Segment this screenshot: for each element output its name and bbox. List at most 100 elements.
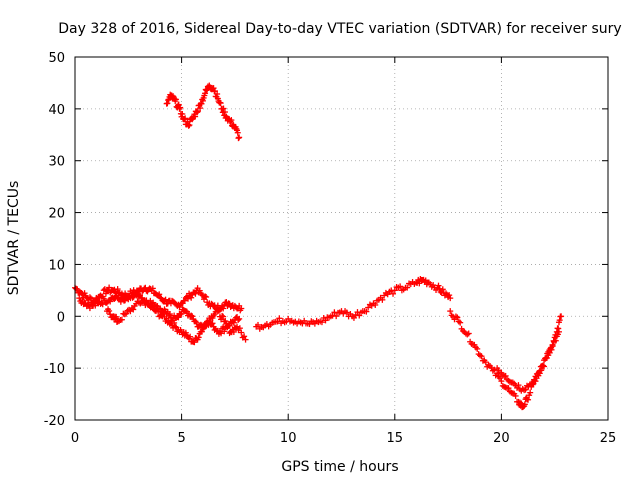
data-point-fill (188, 312, 195, 319)
data-point-fill (522, 386, 529, 393)
data-point-fill (538, 367, 545, 374)
data-point-fill (178, 310, 185, 317)
data-point-fill (234, 129, 241, 136)
data-point (447, 295, 454, 302)
data-point-fill (230, 328, 237, 335)
data-point-fill (546, 349, 553, 356)
data-point-fill (118, 316, 125, 323)
data-point-fill (107, 298, 114, 305)
data-point-fill (182, 115, 189, 122)
y-tick-label: 20 (48, 207, 65, 222)
data-point-fill (219, 312, 226, 319)
data-point (447, 308, 454, 315)
data-point-fill (215, 307, 222, 314)
data-point-fill (182, 329, 189, 336)
data-point (123, 310, 130, 317)
data-point-fill (552, 331, 559, 338)
data-point-fill (276, 315, 283, 322)
data-point (191, 339, 198, 346)
data-point (176, 105, 183, 112)
data-point-fill (343, 309, 350, 316)
data-point-fill (197, 105, 204, 112)
data-point-fill (184, 295, 191, 302)
data-point-fill (228, 117, 235, 124)
data-point-fill (217, 100, 224, 107)
data-point-fill (474, 345, 481, 352)
data-point-fill (236, 325, 243, 332)
data-point-fill (218, 330, 225, 337)
data-point-fill (186, 122, 193, 129)
data-point-fill (454, 314, 461, 321)
data-point (553, 328, 560, 335)
data-point-fill (176, 304, 183, 311)
data-point-fill (238, 329, 245, 336)
y-tick-label: -20 (44, 414, 65, 429)
data-point (172, 323, 179, 330)
data-point-fill (111, 286, 118, 293)
data-point-fill (113, 313, 120, 320)
data-point-fill (529, 381, 536, 388)
data-point-fill (404, 284, 411, 291)
data-point-fill (372, 301, 379, 308)
data-point-fill (512, 392, 519, 399)
data-point-fill (221, 328, 228, 335)
data-point-fill (195, 334, 202, 341)
data-point-fill (202, 293, 209, 300)
data-point-fill (81, 290, 88, 297)
y-tick-label: -10 (44, 362, 65, 377)
data-point-fill (465, 330, 472, 337)
data-point-fill (220, 313, 227, 320)
data-point (236, 134, 243, 141)
data-point-fill (220, 105, 227, 112)
data-point-fill (198, 291, 205, 298)
y-axis-label: SDTVAR / TECUs (6, 181, 22, 296)
data-point-fill (457, 319, 464, 326)
chart-title: Day 328 of 2016, Sidereal Day-to-day VTE… (58, 21, 621, 37)
data-point-fill (482, 359, 489, 366)
data-point-fill (496, 375, 503, 382)
data-point-fill (92, 302, 99, 309)
data-point-fill (194, 108, 201, 115)
data-point-fill (318, 319, 325, 326)
data-point (391, 287, 398, 294)
data-point-fill (230, 319, 237, 326)
data-point-fill (235, 135, 242, 142)
data-point-fill (99, 301, 106, 308)
data-point (558, 313, 565, 320)
data-point-fill (235, 317, 242, 324)
x-tick-label: 20 (493, 431, 510, 446)
data-point-fill (194, 109, 201, 116)
data-point-fill (549, 343, 556, 350)
data-point-fill (478, 353, 485, 360)
data-point-fill (166, 311, 173, 318)
data-point-fill (175, 314, 182, 321)
data-point-fill (187, 333, 194, 340)
x-axis-label: GPS time / hours (281, 459, 398, 475)
data-point (502, 372, 509, 379)
data-point-fill (200, 324, 207, 331)
data-point-fill (149, 285, 156, 292)
x-tick-label: 0 (71, 431, 79, 446)
data-point (76, 295, 83, 302)
data-point-fill (115, 295, 122, 302)
data-point-fill (521, 401, 528, 408)
y-tick-label: 40 (48, 103, 65, 118)
data-point-fill (179, 110, 186, 117)
data-point-fill (193, 319, 200, 326)
data-point-fill (435, 282, 442, 289)
data-point-fill (446, 292, 453, 299)
data-point-fill (114, 286, 121, 293)
data-point (189, 313, 196, 320)
data-point-fill (192, 113, 199, 120)
data-point-fill (79, 296, 86, 303)
data-point (238, 305, 245, 312)
data-point-fill (203, 293, 210, 300)
data-point-fill (192, 290, 199, 297)
x-tick-label: 15 (387, 431, 404, 446)
data-point-fill (225, 322, 232, 329)
data-point (157, 305, 164, 312)
data-point-fill (505, 385, 512, 392)
y-tick-label: 0 (57, 310, 65, 325)
data-point-fill (515, 382, 522, 389)
